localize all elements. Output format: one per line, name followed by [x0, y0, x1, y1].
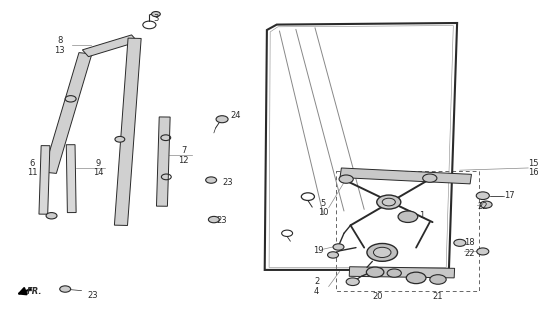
- Text: 6: 6: [30, 159, 35, 168]
- Text: 12: 12: [179, 156, 189, 164]
- Circle shape: [208, 216, 219, 223]
- Circle shape: [406, 272, 426, 284]
- Circle shape: [46, 212, 57, 219]
- Text: FR.: FR.: [27, 287, 42, 296]
- Text: 7: 7: [181, 146, 186, 155]
- Circle shape: [115, 136, 125, 142]
- Circle shape: [382, 198, 395, 206]
- Circle shape: [65, 96, 76, 102]
- Text: 11: 11: [27, 168, 38, 177]
- Text: 5: 5: [321, 198, 326, 207]
- Text: 3: 3: [154, 14, 159, 23]
- Circle shape: [152, 12, 161, 17]
- Text: 14: 14: [93, 168, 103, 177]
- Text: 21: 21: [433, 292, 443, 301]
- Circle shape: [367, 267, 384, 277]
- Circle shape: [387, 269, 401, 277]
- Polygon shape: [66, 145, 76, 212]
- Text: 20: 20: [373, 292, 383, 301]
- Circle shape: [339, 175, 353, 183]
- Text: 23: 23: [222, 178, 233, 187]
- Text: 4: 4: [314, 287, 319, 296]
- Polygon shape: [43, 52, 92, 173]
- Text: 24: 24: [231, 111, 241, 120]
- Circle shape: [423, 174, 437, 182]
- Text: 10: 10: [318, 208, 328, 217]
- Circle shape: [333, 244, 344, 250]
- Text: 2: 2: [314, 277, 319, 286]
- Polygon shape: [157, 117, 170, 206]
- Circle shape: [216, 116, 228, 123]
- Circle shape: [398, 211, 418, 222]
- Text: 1: 1: [419, 211, 424, 220]
- Text: 22: 22: [477, 202, 488, 211]
- Text: 23: 23: [87, 291, 98, 300]
- Circle shape: [60, 286, 71, 292]
- Polygon shape: [39, 146, 50, 214]
- Polygon shape: [115, 38, 141, 226]
- Polygon shape: [82, 35, 138, 57]
- Text: 15: 15: [528, 159, 539, 168]
- Text: 9: 9: [95, 159, 101, 168]
- Text: 13: 13: [54, 45, 65, 55]
- Text: 8: 8: [57, 36, 62, 45]
- Text: 22: 22: [465, 249, 475, 258]
- Text: 23: 23: [217, 216, 227, 225]
- Circle shape: [430, 275, 446, 284]
- Circle shape: [367, 244, 397, 261]
- Text: 17: 17: [504, 190, 515, 200]
- Circle shape: [476, 192, 489, 199]
- Circle shape: [480, 201, 492, 208]
- Circle shape: [377, 195, 401, 209]
- Circle shape: [206, 177, 216, 183]
- Text: 16: 16: [528, 168, 539, 177]
- Polygon shape: [340, 168, 471, 184]
- Circle shape: [477, 248, 489, 255]
- Text: 19: 19: [313, 246, 324, 255]
- Circle shape: [328, 252, 339, 258]
- Circle shape: [374, 247, 391, 258]
- Polygon shape: [349, 267, 455, 278]
- Circle shape: [454, 239, 466, 246]
- Text: 18: 18: [464, 238, 475, 247]
- Circle shape: [346, 278, 359, 285]
